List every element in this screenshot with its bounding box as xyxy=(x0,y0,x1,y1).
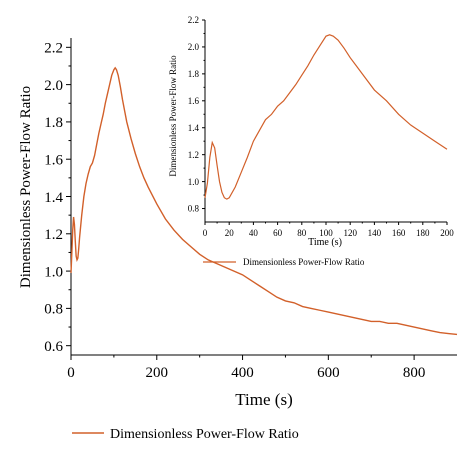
y-tick-label: 1.2 xyxy=(44,227,63,243)
x-tick-label: 0 xyxy=(67,365,75,381)
y-tick-label: 1.4 xyxy=(188,123,200,133)
x-tick-label: 100 xyxy=(319,228,333,238)
inset-x-axis-label: Time (s) xyxy=(308,237,342,248)
y-tick-label: 1.0 xyxy=(44,264,63,280)
inset-y-axis-label: Dimensionless Power-Flow Ratio xyxy=(168,55,178,177)
inset-legend-label: Dimensionless Power-Flow Ratio xyxy=(243,257,365,267)
x-tick-label: 0 xyxy=(203,228,208,238)
x-tick-label: 180 xyxy=(416,228,430,238)
x-tick-label: 80 xyxy=(297,228,307,238)
y-tick-label: 0.8 xyxy=(44,302,63,318)
x-tick-label: 120 xyxy=(343,228,357,238)
y-tick-label: 1.6 xyxy=(44,152,63,168)
main-y-axis-label: Dimensionless Power-Flow Ratio xyxy=(18,86,34,288)
y-tick-label: 1.8 xyxy=(44,115,63,131)
x-tick-label: 400 xyxy=(231,365,254,381)
y-tick-label: 1.6 xyxy=(188,96,200,106)
inset-series-line xyxy=(204,34,448,200)
x-tick-label: 160 xyxy=(392,228,406,238)
y-tick-label: 1.2 xyxy=(188,150,199,160)
y-tick-label: 2.0 xyxy=(188,42,200,52)
y-tick-label: 1.0 xyxy=(188,177,200,187)
x-tick-label: 40 xyxy=(249,228,259,238)
y-tick-label: 2.2 xyxy=(44,41,63,57)
y-tick-label: 2.0 xyxy=(44,78,63,94)
y-tick-label: 2.2 xyxy=(188,15,199,25)
y-tick-label: 1.4 xyxy=(44,190,63,206)
inset-plot: 0 20 40 60 80 100 120 140 160 180 200 0.8 1.0 1.2 1.4 1… xyxy=(168,15,454,267)
x-tick-label: 800 xyxy=(403,365,426,381)
main-plot: 0 200 400 600 8000.60.81.01.21.41.61.82.02.2… xyxy=(18,38,458,409)
main-series-line xyxy=(70,66,458,336)
main-x-axis-label: Time (s) xyxy=(235,390,292,409)
x-tick-label: 200 xyxy=(440,228,454,238)
y-tick-label: 0.8 xyxy=(188,204,200,214)
x-tick-label: 140 xyxy=(368,228,382,238)
y-tick-label: 0.6 xyxy=(44,339,63,355)
x-tick-label: 200 xyxy=(146,365,169,381)
x-tick-label: 600 xyxy=(317,365,340,381)
x-tick-label: 60 xyxy=(273,228,283,238)
x-tick-label: 20 xyxy=(225,228,235,238)
main-legend-label: Dimensionless Power-Flow Ratio xyxy=(110,427,299,442)
y-tick-label: 1.8 xyxy=(188,69,200,79)
main-legend: Dimensionless Power-Flow Ratio xyxy=(72,427,299,442)
inset-ticks: 0 20 40 60 80 100 120 140 160 180 200 0.8 1.0 1.2 1.4 1… xyxy=(188,15,455,238)
